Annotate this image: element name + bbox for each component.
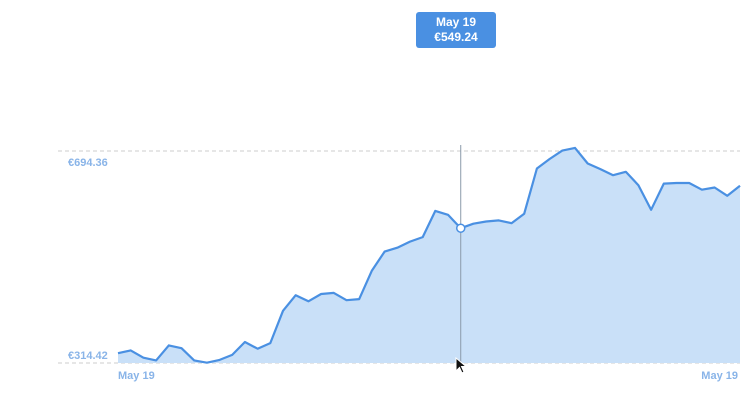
y-tick-label-max: €694.36 [68,157,108,169]
hover-point-marker[interactable] [455,223,466,233]
series-line [117,146,741,364]
tooltip-date: May 19 [435,15,477,29]
x-tick-label-end: May 19 [701,370,738,382]
tooltip-value: €549.24 [434,30,478,44]
series-area-fill [118,147,740,363]
hover-tooltip: May 19 €549.24 [416,12,496,48]
mouse-pointer-icon [455,357,468,374]
x-tick-label-start: May 19 [118,370,155,382]
y-tick-label-min: €314.42 [68,350,108,362]
